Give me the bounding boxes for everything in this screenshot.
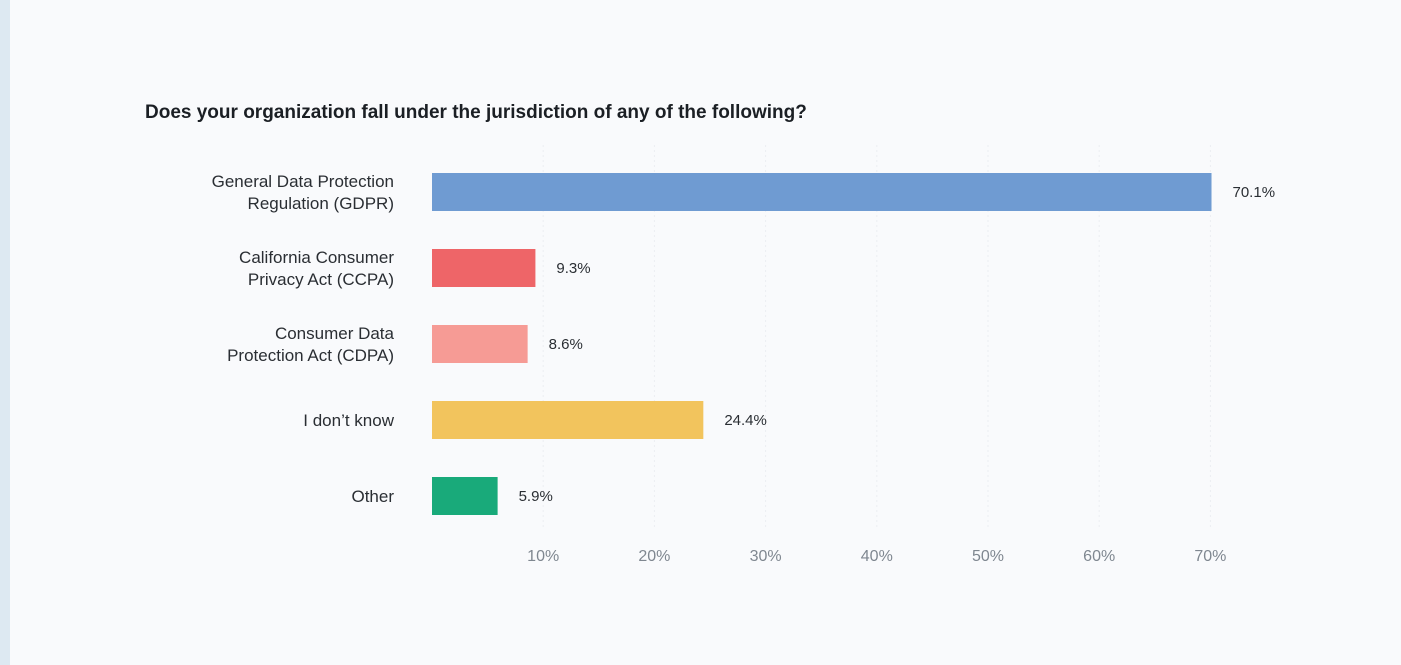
left-accent-stripe: [0, 0, 10, 665]
bar: [432, 325, 528, 363]
grid-lines: [542, 145, 1211, 530]
category-labels: General Data Protection Regulation (GDPR)…: [212, 172, 395, 506]
bar: [432, 401, 704, 439]
value-label: 24.4%: [724, 412, 767, 429]
category-label: I don’t know: [303, 411, 394, 430]
chart-title: Does your organization fall under the ju…: [145, 102, 807, 123]
value-label: 5.9%: [519, 488, 553, 505]
value-label: 9.3%: [556, 260, 590, 277]
category-label: Consumer Data Protection Act (CDPA): [227, 324, 394, 365]
category-label: Other: [351, 487, 394, 506]
x-tick-label: 40%: [861, 548, 893, 565]
bar: [432, 249, 536, 287]
value-labels: 70.1% 9.3% 8.6% 24.4% 5.9%: [519, 184, 1275, 505]
value-label: 8.6%: [549, 336, 583, 353]
x-tick-label: 70%: [1194, 548, 1226, 565]
bar: [432, 477, 498, 515]
x-tick-label: 10%: [527, 548, 559, 565]
x-tick-label: 20%: [638, 548, 670, 565]
x-tick-label: 60%: [1083, 548, 1115, 565]
bars: [432, 173, 1212, 515]
category-label: California Consumer Privacy Act (CCPA): [239, 248, 394, 289]
x-tick-label: 30%: [750, 548, 782, 565]
category-label: General Data Protection Regulation (GDPR): [212, 172, 394, 213]
x-axis-ticks: 10% 20% 30% 40% 50% 60% 70%: [527, 548, 1226, 565]
x-tick-label: 50%: [972, 548, 1004, 565]
bar: [432, 173, 1212, 211]
value-label: 70.1%: [1233, 184, 1276, 201]
